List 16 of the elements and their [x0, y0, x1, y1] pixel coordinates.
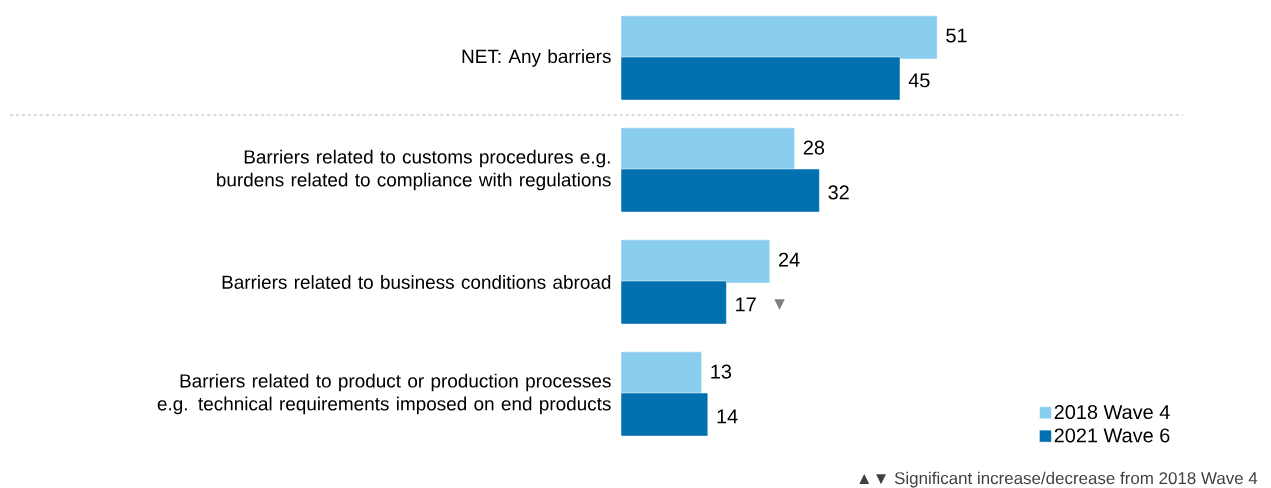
text: ▲▼ Significant increase/decrease from 2018 Wave 4: [859, 471, 1258, 488]
data-label: 13: [711, 364, 732, 379]
y-tick-label: Barriers related to customs procedures e.g. burdens related to compliance with regulations: [217, 149, 611, 191]
legend-label: 2021 Wave 6: [1054, 428, 1170, 443]
data-label: 51: [946, 28, 967, 43]
y-tick-label: Barriers related to business conditions abroad: [222, 275, 611, 289]
data-label: 24: [779, 252, 800, 267]
data-label: 14: [717, 409, 738, 424]
annotation: ▼: [774, 299, 785, 310]
data-label: 28: [803, 140, 825, 155]
data-label: 32: [828, 185, 849, 200]
data-label: 45: [908, 73, 930, 88]
y-tick-label: Barriers related to product or production processes e.g. technical requirements imposed on end products: [157, 373, 611, 415]
y-tick-label: NET: Any barriers: [462, 49, 611, 67]
legend-label: 2018 Wave 4: [1054, 405, 1170, 420]
data-label: 17: [736, 297, 756, 312]
